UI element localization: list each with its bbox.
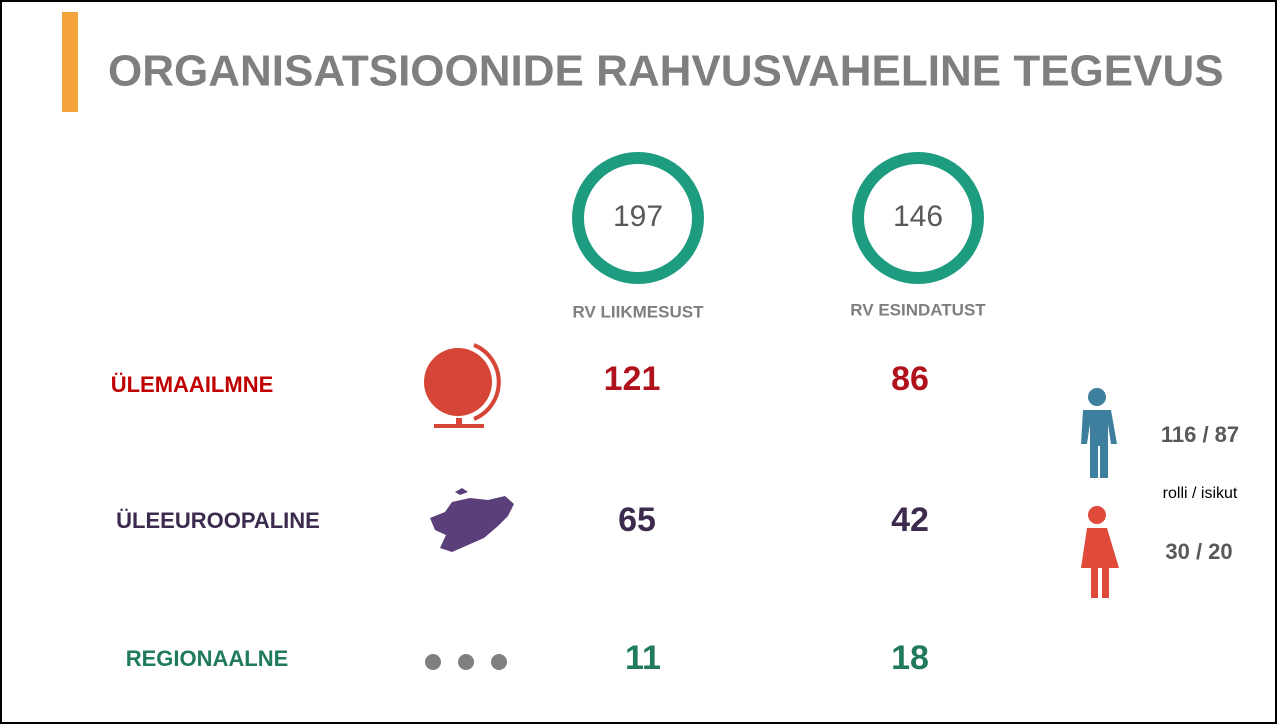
- row-value: 65: [618, 501, 656, 539]
- ring: [572, 152, 704, 284]
- row-value: 42: [891, 501, 929, 539]
- accent-bar: [62, 12, 78, 112]
- row-value: 11: [625, 639, 661, 677]
- row-value: 18: [891, 639, 929, 677]
- globe-icon: [424, 343, 501, 428]
- men-count: 116 / 87: [1161, 422, 1239, 447]
- women-count: 30 / 20: [1165, 539, 1232, 564]
- row-value: 121: [604, 360, 661, 398]
- total-value: 197: [613, 200, 663, 233]
- row-label: ÜLEMAAILMNE: [111, 372, 274, 397]
- row-label: ÜLEEUROOPALINE: [116, 508, 320, 533]
- male-icon: [1081, 388, 1117, 478]
- total-label: RV ESINDATUST: [850, 300, 986, 319]
- row-label: REGIONAALNE: [126, 646, 289, 671]
- total-label: RV LIIKMESUST: [573, 302, 705, 321]
- gender-caption: rolli / isikut: [1163, 485, 1238, 502]
- title: ORGANISATSIOONIDE RAHVUSVAHELINE TEGEVUS: [108, 47, 1224, 96]
- female-icon: [1081, 506, 1119, 598]
- total-value: 146: [893, 200, 943, 233]
- ring: [852, 152, 984, 284]
- europe-icon: [430, 488, 514, 552]
- dots-icon: [425, 654, 507, 670]
- row-value: 86: [891, 360, 929, 398]
